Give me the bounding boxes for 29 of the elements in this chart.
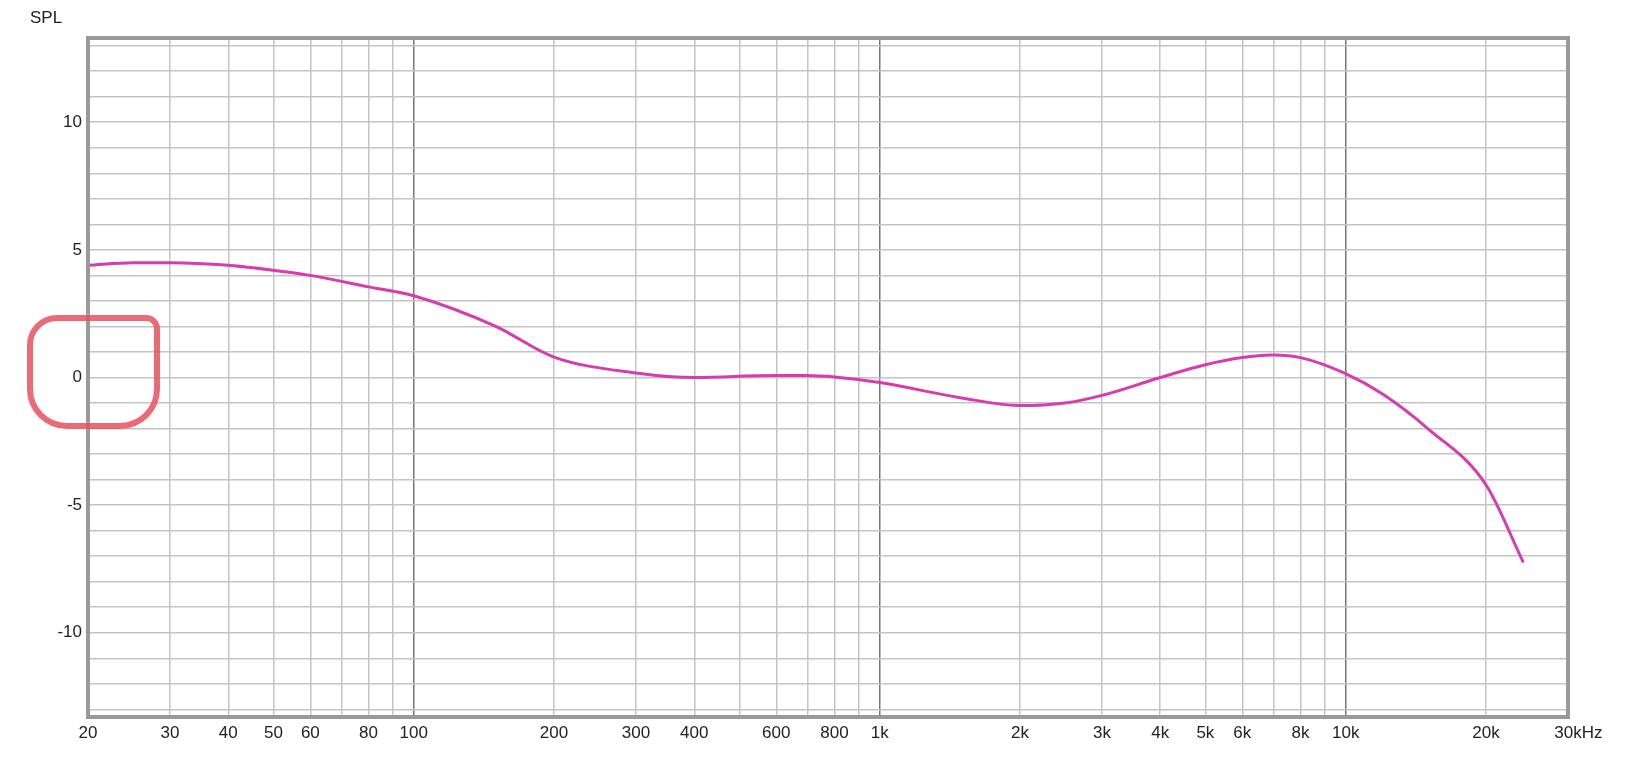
- x-tick-label: 20k: [1472, 722, 1501, 742]
- x-tick-label: 60: [300, 722, 320, 742]
- x-tick-label: 5k: [1196, 722, 1215, 742]
- x-axis-title: Hz: [1581, 723, 1603, 743]
- x-tick-label: 80: [359, 722, 379, 742]
- y-tick-label: 0: [72, 367, 82, 387]
- x-tick-label: 600: [762, 722, 791, 742]
- x-tick-label: 30: [160, 722, 180, 742]
- x-tick-label: 4k: [1151, 722, 1170, 742]
- x-tick-label: 1k: [870, 722, 890, 742]
- y-tick-label: 5: [72, 239, 82, 259]
- x-tick-label: 800: [820, 722, 849, 742]
- x-tick-label: 50: [263, 722, 283, 742]
- x-tick-label: 10k: [1331, 722, 1360, 742]
- x-tick-label: 20: [78, 722, 98, 742]
- y-tick-label: 10: [63, 111, 82, 131]
- x-tick-label: 200: [539, 722, 569, 742]
- x-tick-label: 2k: [1010, 722, 1030, 742]
- x-tick-label: 40: [218, 722, 238, 742]
- y-tick-label: -10: [57, 622, 82, 642]
- x-tick-label: 8k: [1291, 722, 1310, 742]
- x-tick-label: 3k: [1093, 722, 1112, 742]
- x-tick-label: 400: [680, 722, 709, 742]
- x-tick-label: 30k: [1554, 722, 1583, 742]
- x-tick-label: 300: [621, 722, 651, 742]
- y-tick-label: -5: [66, 494, 82, 514]
- x-tick-label: 100: [399, 722, 428, 742]
- x-tick-label: 6k: [1233, 722, 1252, 742]
- y-axis-title: SPL: [30, 8, 63, 28]
